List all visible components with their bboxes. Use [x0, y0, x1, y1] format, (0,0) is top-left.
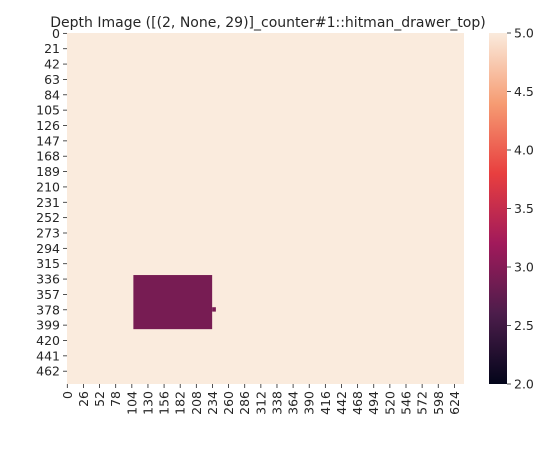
y-tick-label: 378	[36, 302, 60, 317]
colorbar-tick-label: 2.5	[514, 318, 534, 333]
chart-title: Depth Image ([(2, None, 29)]_counter#1::…	[50, 15, 485, 31]
x-tick-label: 364	[286, 391, 301, 415]
colorbar-tick-label: 3.5	[514, 201, 534, 216]
x-tick-label: 494	[366, 391, 381, 415]
y-tick-label: 399	[36, 318, 60, 333]
x-tick-label: 468	[350, 391, 365, 415]
colorbar-gradient	[489, 33, 507, 384]
x-tick-label: 286	[237, 391, 252, 415]
x-tick-label: 78	[108, 391, 123, 407]
x-tick-label: 208	[189, 391, 204, 415]
heatmap-region-0	[133, 275, 213, 330]
y-tick-label: 84	[44, 87, 60, 102]
colorbar-tick-label: 3.0	[514, 260, 534, 275]
y-tick-label: 273	[36, 225, 60, 240]
colorbar-tick-label: 4.5	[514, 84, 534, 99]
x-tick-label: 156	[157, 391, 172, 415]
colorbar: 2.0 2.5 3.0 3.5 4.0 4.5 5.0	[489, 26, 534, 392]
x-tick-label: 260	[221, 391, 236, 415]
x-tick-label: 312	[253, 391, 268, 415]
y-tick-label: 21	[44, 41, 60, 56]
y-tick-label: 231	[36, 195, 60, 210]
heatmap-background	[67, 33, 464, 384]
x-axis: 0 26 52 78 104 130 156 182 208 234 260 286 312 338 364…	[60, 384, 462, 415]
y-tick-label: 252	[36, 210, 60, 225]
y-tick-label: 105	[36, 103, 60, 118]
x-tick-label: 26	[76, 391, 91, 407]
colorbar-tick-label: 4.0	[514, 143, 534, 158]
x-tick-label: 52	[92, 391, 107, 407]
y-tick-label: 168	[36, 149, 60, 164]
x-tick-label: 442	[334, 391, 349, 415]
x-tick-label: 546	[399, 391, 414, 415]
x-tick-label: 104	[124, 391, 139, 415]
x-tick-label: 182	[173, 391, 188, 415]
heatmap	[67, 33, 464, 384]
y-tick-label: 336	[36, 272, 60, 287]
x-tick-label: 338	[269, 391, 284, 415]
y-tick-label: 357	[36, 287, 60, 302]
y-tick-label: 210	[36, 179, 60, 194]
y-tick-label: 294	[36, 241, 60, 256]
y-tick-label: 63	[44, 72, 60, 87]
x-tick-label: 416	[318, 391, 333, 415]
y-tick-label: 126	[36, 118, 60, 133]
y-tick-label: 441	[36, 348, 60, 363]
colorbar-tick-label: 2.0	[514, 377, 534, 392]
x-tick-label: 390	[302, 391, 317, 415]
y-tick-label: 315	[36, 256, 60, 271]
x-tick-label: 520	[382, 391, 397, 415]
y-tick-label: 0	[52, 26, 60, 41]
x-tick-label: 624	[447, 391, 462, 415]
y-tick-label: 420	[36, 333, 60, 348]
y-tick-label: 42	[44, 57, 60, 72]
x-tick-label: 572	[415, 391, 430, 415]
heatmap-region-1	[212, 307, 216, 312]
x-tick-label: 0	[60, 391, 75, 399]
x-tick-label: 234	[205, 391, 220, 415]
colorbar-tick-label: 5.0	[514, 26, 534, 41]
y-tick-label: 147	[36, 133, 60, 148]
y-tick-label: 462	[36, 364, 60, 379]
x-tick-label: 598	[431, 391, 446, 415]
y-axis: 0214263841051261471681892102312522732943…	[36, 26, 67, 379]
x-tick-label: 130	[140, 391, 155, 415]
y-tick-label: 189	[36, 164, 60, 179]
